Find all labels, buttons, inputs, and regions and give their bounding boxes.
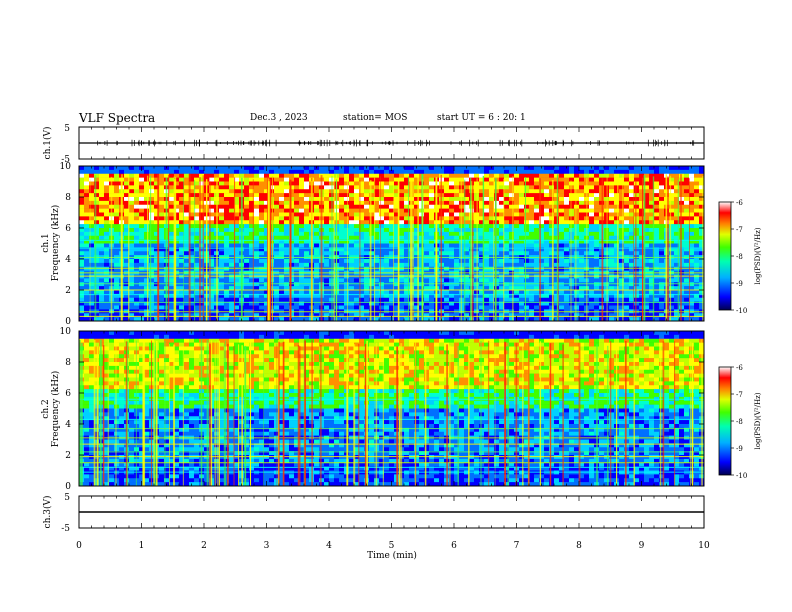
colorbar-tick-label: -6 xyxy=(736,199,743,207)
header-date: Dec.3 , 2023 xyxy=(250,113,308,123)
header-station: station= MOS xyxy=(343,113,408,123)
frequency-tick-label: 2 xyxy=(65,451,71,461)
colorbar-tick-label: -7 xyxy=(736,226,743,234)
time-tick-label: 8 xyxy=(576,541,582,551)
time-tick-label: 1 xyxy=(139,541,145,551)
time-tick-label: 6 xyxy=(451,541,457,551)
ch1-channel-label: ch.1 xyxy=(41,233,51,252)
ch3-waveform-ylabel: ch.3(V) xyxy=(42,496,53,529)
ch2-colorbar-label: log(PSD)(V²/Hz) xyxy=(754,392,762,449)
ch1-ytick-top: 5 xyxy=(64,124,70,134)
time-tick-label: 2 xyxy=(201,541,207,551)
ch1-frequency-ticks: 0 2 4 6 8 10 xyxy=(60,162,704,327)
time-tick-label: 4 xyxy=(326,541,332,551)
ch1-waveform-panel: 5 -5 ch.1(V) xyxy=(42,124,705,165)
frequency-tick-label: 10 xyxy=(60,162,72,172)
ch3-waveform-panel: 5 -5 ch.3(V) xyxy=(42,493,705,534)
colorbar-tick-label: -8 xyxy=(736,418,743,426)
ch1-waveform-ylabel: ch.1(V) xyxy=(42,127,53,160)
frequency-tick-label: 6 xyxy=(65,224,71,234)
colorbar-tick-label: -10 xyxy=(736,472,747,480)
ch2-colorbar: -6 -7 -8 -9 -10 log(PSD)(V²/Hz) xyxy=(718,364,762,480)
time-tick-label: 7 xyxy=(514,541,520,551)
ch2-frequency-ticks: 0 2 4 6 8 10 xyxy=(60,327,704,492)
frequency-tick-label: 10 xyxy=(60,327,72,337)
time-tick-label: 10 xyxy=(698,541,710,551)
time-tick-label: 0 xyxy=(76,541,82,551)
time-axis-ticks: 0 1 2 3 4 5 6 7 8 9 10 xyxy=(76,127,710,551)
ch2-channel-label: ch.2 xyxy=(41,399,51,418)
ch1-ytick-bottom: -5 xyxy=(61,155,70,165)
frequency-tick-label: 0 xyxy=(65,317,71,327)
time-tick-label: 3 xyxy=(264,541,270,551)
figure-title: VLF Spectra xyxy=(79,111,156,125)
frequency-tick-label: 2 xyxy=(65,286,71,296)
ch1-colorbar-label: log(PSD)(V²/Hz) xyxy=(754,227,762,284)
frequency-tick-label: 8 xyxy=(65,193,71,203)
ch1-waveform-trace xyxy=(79,139,704,147)
header-start-ut: start UT = 6 : 20: 1 xyxy=(437,113,526,123)
ch2-spectrogram-panel: 0 2 4 6 8 10 ch.2 Frequency (kHz) xyxy=(41,327,705,492)
ch1-colorbar: -6 -7 -8 -9 -10 log(PSD)(V²/Hz) xyxy=(718,199,762,315)
ch2-frequency-ylabel: Frequency (kHz) xyxy=(50,371,61,448)
time-tick-label: 9 xyxy=(639,541,645,551)
frequency-tick-label: 6 xyxy=(65,389,71,399)
colorbar-tick-label: -7 xyxy=(736,391,743,399)
frequency-tick-label: 8 xyxy=(65,358,71,368)
colorbar-tick-label: -8 xyxy=(736,253,743,261)
time-axis-xlabel: Time (min) xyxy=(367,550,417,561)
colorbar-tick-label: -9 xyxy=(736,445,743,453)
colorbar-tick-label: -9 xyxy=(736,280,743,288)
ch1-frequency-ylabel: Frequency (kHz) xyxy=(50,205,61,282)
colorbar-tick-label: -6 xyxy=(736,364,743,372)
ch1-spectrogram-image xyxy=(79,166,705,322)
colorbar-tick-label: -10 xyxy=(736,307,747,315)
ch2-spectrogram-image xyxy=(79,331,705,487)
time-tick-label: 5 xyxy=(389,541,395,551)
ch3-ytick-top: 5 xyxy=(64,493,70,503)
frequency-tick-label: 4 xyxy=(65,420,71,430)
ch3-ytick-bottom: -5 xyxy=(61,524,70,534)
frequency-tick-label: 0 xyxy=(65,482,71,492)
frequency-tick-label: 4 xyxy=(65,255,71,265)
ch1-spectrogram-panel: 0 2 4 6 8 10 ch.1 Frequency (kHz) xyxy=(41,162,705,327)
